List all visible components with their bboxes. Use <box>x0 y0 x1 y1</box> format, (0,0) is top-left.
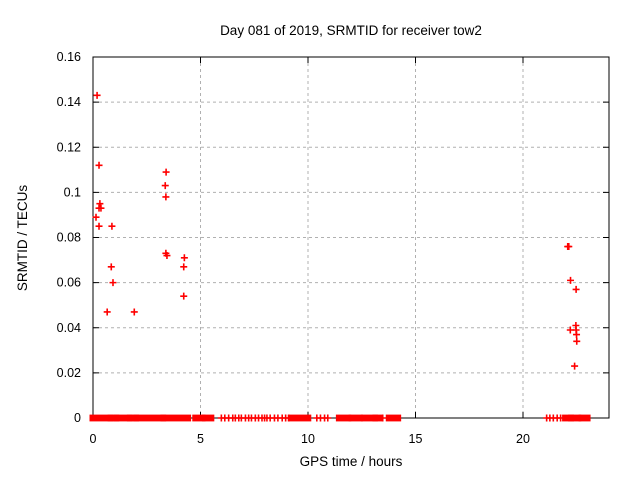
data-point-marker <box>95 161 103 169</box>
y-tick-label: 0.1 <box>64 185 81 199</box>
zero-line-point <box>557 414 565 422</box>
data-point-marker <box>161 182 169 190</box>
y-tick-label: 0.06 <box>57 276 81 290</box>
zero-line-segment <box>126 414 140 422</box>
x-axis-label: GPS time / hours <box>300 454 403 469</box>
data-point-marker <box>567 276 575 284</box>
data-point-marker <box>572 285 580 293</box>
data-point-marker <box>108 222 116 230</box>
zero-line-segment <box>287 414 312 422</box>
x-tick-label: 10 <box>301 432 315 446</box>
zero-line-segment <box>578 414 591 422</box>
zero-line-segment <box>562 414 575 422</box>
data-point-marker <box>95 222 103 230</box>
plot-render-layer: 0 5 10 15 20 0 0.02 0.04 0.06 0.08 0.1 0.12 0.14 0.16 <box>57 50 610 446</box>
zero-line-segment <box>385 414 402 422</box>
zero-line-point <box>285 414 293 422</box>
y-tick-label: 0.02 <box>57 366 81 380</box>
x-tick-label: 20 <box>516 432 530 446</box>
zero-line-point <box>379 414 387 422</box>
y-axis-label: SRMTID / TECUs <box>15 185 30 292</box>
zero-line-segment <box>568 414 582 422</box>
data-point-marker <box>565 243 573 251</box>
zero-line-segment <box>160 414 192 422</box>
data-point-marker <box>103 308 111 316</box>
zero-line-segment <box>372 414 384 422</box>
data-point-marker <box>573 337 581 345</box>
data-point-marker <box>96 200 104 208</box>
y-tick-label: 0.08 <box>57 231 81 245</box>
data-point-marker <box>571 362 579 370</box>
zero-line-segment <box>201 414 215 422</box>
data-point-marker <box>162 168 170 176</box>
y-tick-label: 0 <box>74 411 81 425</box>
data-point-marker <box>180 254 188 262</box>
zero-line-segment <box>89 414 114 422</box>
data-point-marker <box>163 252 171 260</box>
y-tick-label: 0.16 <box>57 50 81 64</box>
zero-line-segment <box>360 414 378 422</box>
y-tick-label: 0.14 <box>57 95 81 109</box>
zero-line-segment <box>348 414 363 422</box>
zero-line-segment <box>113 414 133 422</box>
data-point-marker <box>97 204 105 212</box>
zero-line-segment <box>192 414 206 422</box>
x-tick-label: 5 <box>197 432 204 446</box>
zero-line-point <box>576 414 584 422</box>
data-point-marker <box>573 331 581 339</box>
data-point-marker <box>180 263 188 271</box>
data-point-marker <box>130 308 138 316</box>
x-tick-label: 15 <box>409 432 423 446</box>
data-point-marker <box>107 263 115 271</box>
data-point-marker <box>109 279 117 287</box>
data-point-marker <box>180 292 188 300</box>
zero-line-point <box>324 414 332 422</box>
x-tick-label: 0 <box>90 432 97 446</box>
zero-line-segment <box>335 414 352 422</box>
zero-line-segment <box>107 414 120 422</box>
data-point-marker <box>162 193 170 201</box>
y-tick-label: 0.12 <box>57 140 81 154</box>
data-point-marker <box>92 213 100 221</box>
data-point-marker <box>93 91 101 99</box>
chart-title: Day 081 of 2019, SRMTID for receiver tow… <box>220 23 482 38</box>
zero-line-segment <box>133 414 167 422</box>
y-tick-label: 0.04 <box>57 321 81 335</box>
